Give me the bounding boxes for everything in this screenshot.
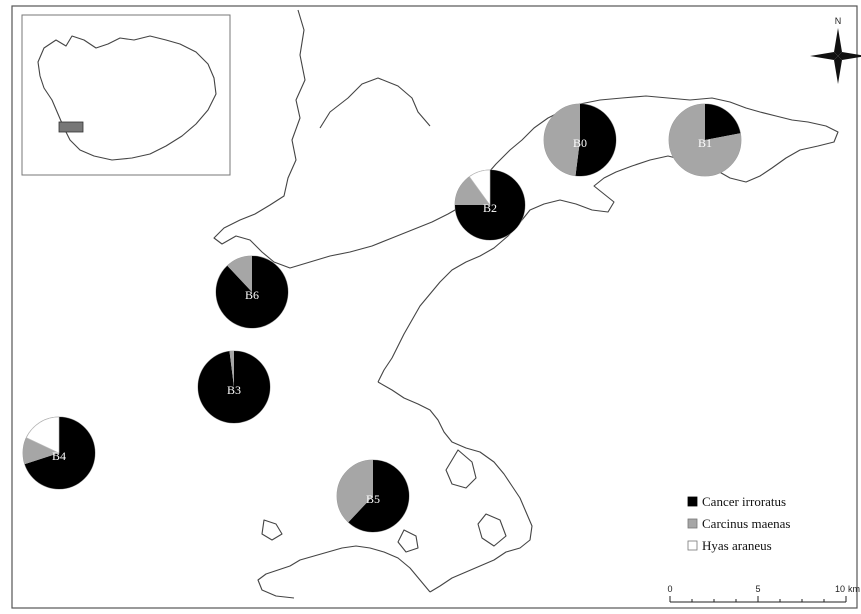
pie-label-b5: B5 [366, 492, 380, 506]
scale-tick-0: 0 [667, 584, 672, 594]
scale-unit: km [848, 584, 860, 594]
pie-label-b4: B4 [52, 449, 66, 463]
pie-slice-cancer-irroratus [24, 417, 96, 489]
pie-b3: B3 [197, 350, 271, 424]
map-frame [11, 5, 858, 609]
legend-swatch-1 [687, 518, 698, 529]
north-arrow-icon: N [810, 16, 861, 84]
pie-label-b2: B2 [483, 201, 497, 215]
station-pies: B0 B1 B2 B6 B3 B4 B5 [22, 103, 742, 533]
legend: Cancer irroratus Carcinus maenas Hyas ar… [687, 494, 790, 553]
pie-b0: B0 [543, 103, 617, 177]
pie-b1: B1 [668, 103, 742, 177]
pie-slice-cancer-irroratus [575, 104, 616, 176]
pie-slice-cancer-irroratus [216, 256, 289, 328]
pie-slice-cancer-irroratus [348, 459, 409, 532]
scale-tick-5: 5 [755, 584, 760, 594]
pie-b5: B5 [336, 459, 410, 533]
pie-slice-carcinus-maenas [544, 104, 580, 176]
coastline [213, 9, 839, 599]
legend-label-0: Cancer irroratus [702, 494, 786, 509]
legend-swatch-2 [687, 540, 698, 551]
pie-label-b6: B6 [245, 288, 259, 302]
pie-slice-cancer-irroratus [198, 351, 271, 423]
pie-b2: B2 [454, 169, 526, 241]
north-label: N [835, 16, 842, 26]
legend-label-2: Hyas araneus [702, 538, 772, 553]
pie-slice-hyas-araneus [26, 416, 60, 454]
inset-study-area-box [58, 121, 84, 133]
pie-label-b3: B3 [227, 383, 241, 397]
pie-slice-carcinus-maenas [22, 437, 59, 465]
pie-slice-hyas-araneus [469, 169, 491, 206]
pie-slice-carcinus-maenas [227, 255, 252, 292]
inset-locator-map [21, 14, 231, 176]
pie-slice-carcinus-maenas [455, 176, 490, 205]
pie-label-b0: B0 [573, 136, 587, 150]
scale-tick-10: 10 [835, 584, 845, 594]
legend-swatch-0 [687, 496, 698, 507]
pie-slice-carcinus-maenas [229, 351, 234, 387]
pie-b4: B4 [22, 416, 96, 490]
pie-b6: B6 [215, 255, 289, 329]
pie-label-b1: B1 [698, 136, 712, 150]
pie-slice-carcinus-maenas [337, 460, 373, 523]
legend-label-1: Carcinus maenas [702, 516, 790, 531]
pie-slice-cancer-irroratus [705, 104, 741, 140]
scale-bar: 0 5 10 km [667, 584, 860, 603]
pie-slice-carcinus-maenas [669, 104, 742, 176]
